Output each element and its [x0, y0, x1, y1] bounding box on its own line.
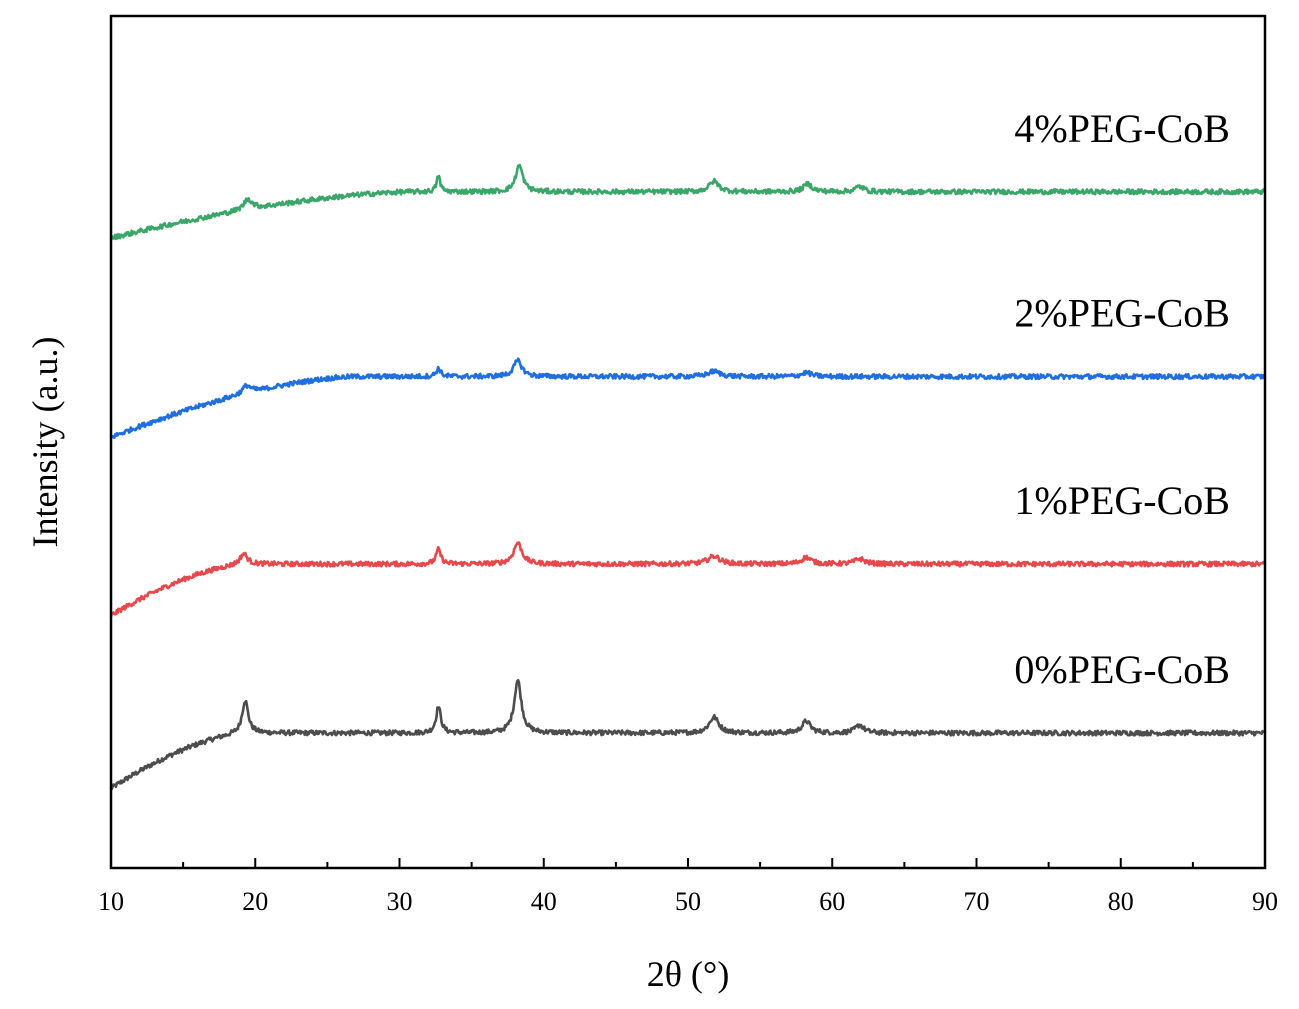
x-tick-label: 50: [675, 887, 701, 916]
x-tick-label: 10: [98, 887, 124, 916]
x-tick-label: 40: [531, 887, 557, 916]
series-label: 2%PEG-CoB: [1014, 291, 1230, 336]
series-label: 1%PEG-CoB: [1014, 478, 1230, 523]
series-line-2%PEG-CoB: [109, 357, 1267, 440]
x-tick-label: 90: [1252, 887, 1278, 916]
series-line-4%PEG-CoB: [109, 163, 1267, 241]
x-tick-label: 20: [242, 887, 268, 916]
series-label: 4%PEG-CoB: [1014, 106, 1230, 151]
x-tick-label: 30: [387, 887, 413, 916]
y-axis-title: Intensity (a.u.): [25, 337, 65, 548]
x-tick-label: 70: [964, 887, 990, 916]
x-tick-label: 60: [819, 887, 845, 916]
series-traces: [109, 163, 1267, 791]
x-tick-label: 80: [1108, 887, 1134, 916]
series-label: 0%PEG-CoB: [1014, 647, 1230, 692]
series-line-0%PEG-CoB: [109, 678, 1267, 791]
series-labels: 0%PEG-CoB 1%PEG-CoB 2%PEG-CoB 4%PEG-CoB: [1014, 106, 1230, 692]
x-axis-title: 2θ (°): [647, 954, 730, 994]
series-line-1%PEG-CoB: [109, 541, 1267, 618]
x-axis-ticks: 10 20 30 40 50 60 70 80 90: [98, 858, 1278, 916]
